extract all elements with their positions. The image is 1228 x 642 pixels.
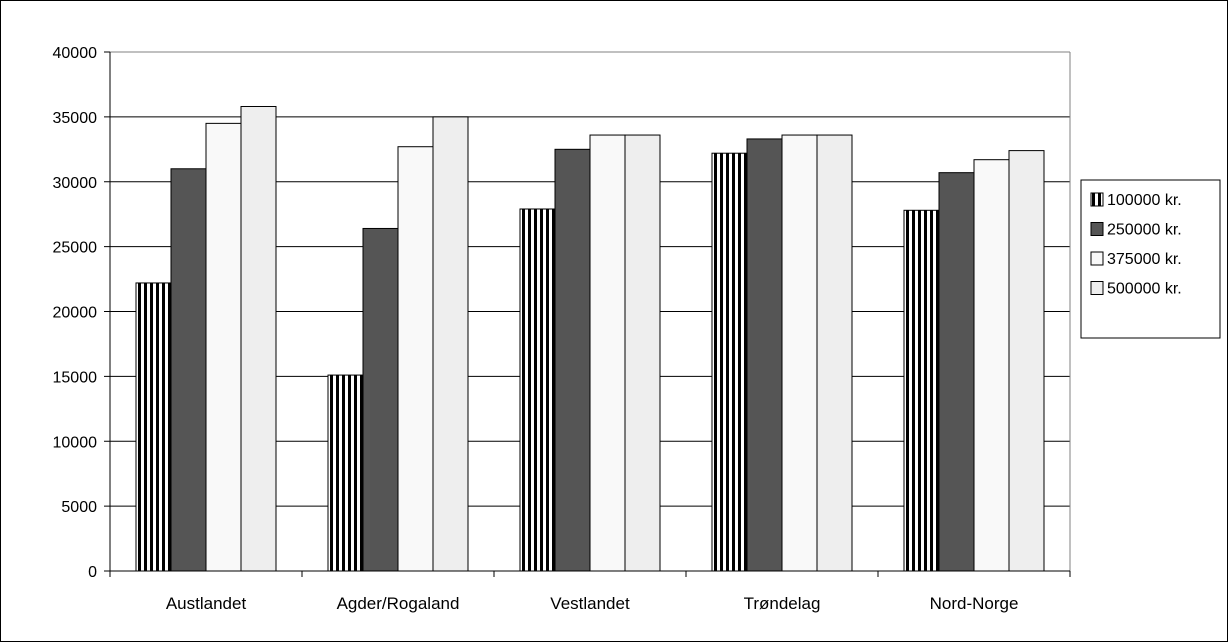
y-tick-label: 15000 bbox=[53, 369, 98, 386]
y-tick-label: 35000 bbox=[53, 110, 98, 127]
x-category-label: Nord-Norge bbox=[930, 594, 1019, 613]
legend-label: 375000 kr. bbox=[1107, 251, 1182, 268]
y-tick-label: 20000 bbox=[53, 305, 98, 322]
bar bbox=[432, 116, 469, 572]
y-tick-label: 25000 bbox=[53, 240, 98, 257]
bar bbox=[135, 282, 172, 572]
bar bbox=[170, 168, 207, 572]
legend-swatch bbox=[1090, 192, 1104, 207]
bar bbox=[362, 227, 399, 572]
bar bbox=[624, 134, 661, 572]
bar bbox=[816, 134, 853, 572]
bars bbox=[135, 105, 1045, 572]
y-tick-label: 30000 bbox=[53, 175, 98, 192]
legend-swatch bbox=[1090, 222, 1104, 236]
legend: 100000 kr. 250000 kr. 375000 kr. 500000 kr. bbox=[1080, 179, 1221, 339]
bar bbox=[397, 146, 434, 572]
x-category-label: Vestlandet bbox=[550, 594, 630, 613]
y-tick-label: 10000 bbox=[53, 434, 98, 451]
legend-box bbox=[1080, 179, 1221, 339]
bar bbox=[973, 159, 1010, 572]
bar bbox=[746, 138, 783, 572]
bar bbox=[240, 105, 277, 572]
x-category-label: Trøndelag bbox=[744, 594, 821, 613]
bar bbox=[589, 134, 626, 572]
legend-label: 100000 kr. bbox=[1107, 192, 1182, 209]
bar bbox=[1008, 150, 1045, 572]
bar bbox=[327, 374, 364, 572]
legend-label: 500000 kr. bbox=[1107, 281, 1182, 298]
x-category-label: Austlandet bbox=[166, 594, 247, 613]
y-tick-label: 0 bbox=[88, 564, 97, 581]
bar bbox=[711, 152, 748, 572]
bar bbox=[938, 172, 975, 572]
y-tick-labels: 0 5000 10000 15000 20000 25000 30000 35000 40000 bbox=[53, 45, 98, 581]
y-tick-label: 5000 bbox=[61, 499, 97, 516]
bar bbox=[903, 209, 940, 572]
y-tick-label: 40000 bbox=[53, 45, 98, 62]
bar bbox=[519, 208, 556, 572]
bar bbox=[554, 148, 591, 572]
legend-label: 250000 kr. bbox=[1107, 222, 1182, 239]
bar bbox=[205, 122, 242, 572]
legend-swatch bbox=[1090, 281, 1104, 295]
legend-swatch bbox=[1090, 251, 1104, 266]
bar bbox=[781, 134, 818, 572]
x-category-labels: Austlandet Agder/Rogaland Vestlandet Trønde… bbox=[166, 594, 1019, 613]
x-category-label: Agder/Rogaland bbox=[337, 594, 460, 613]
